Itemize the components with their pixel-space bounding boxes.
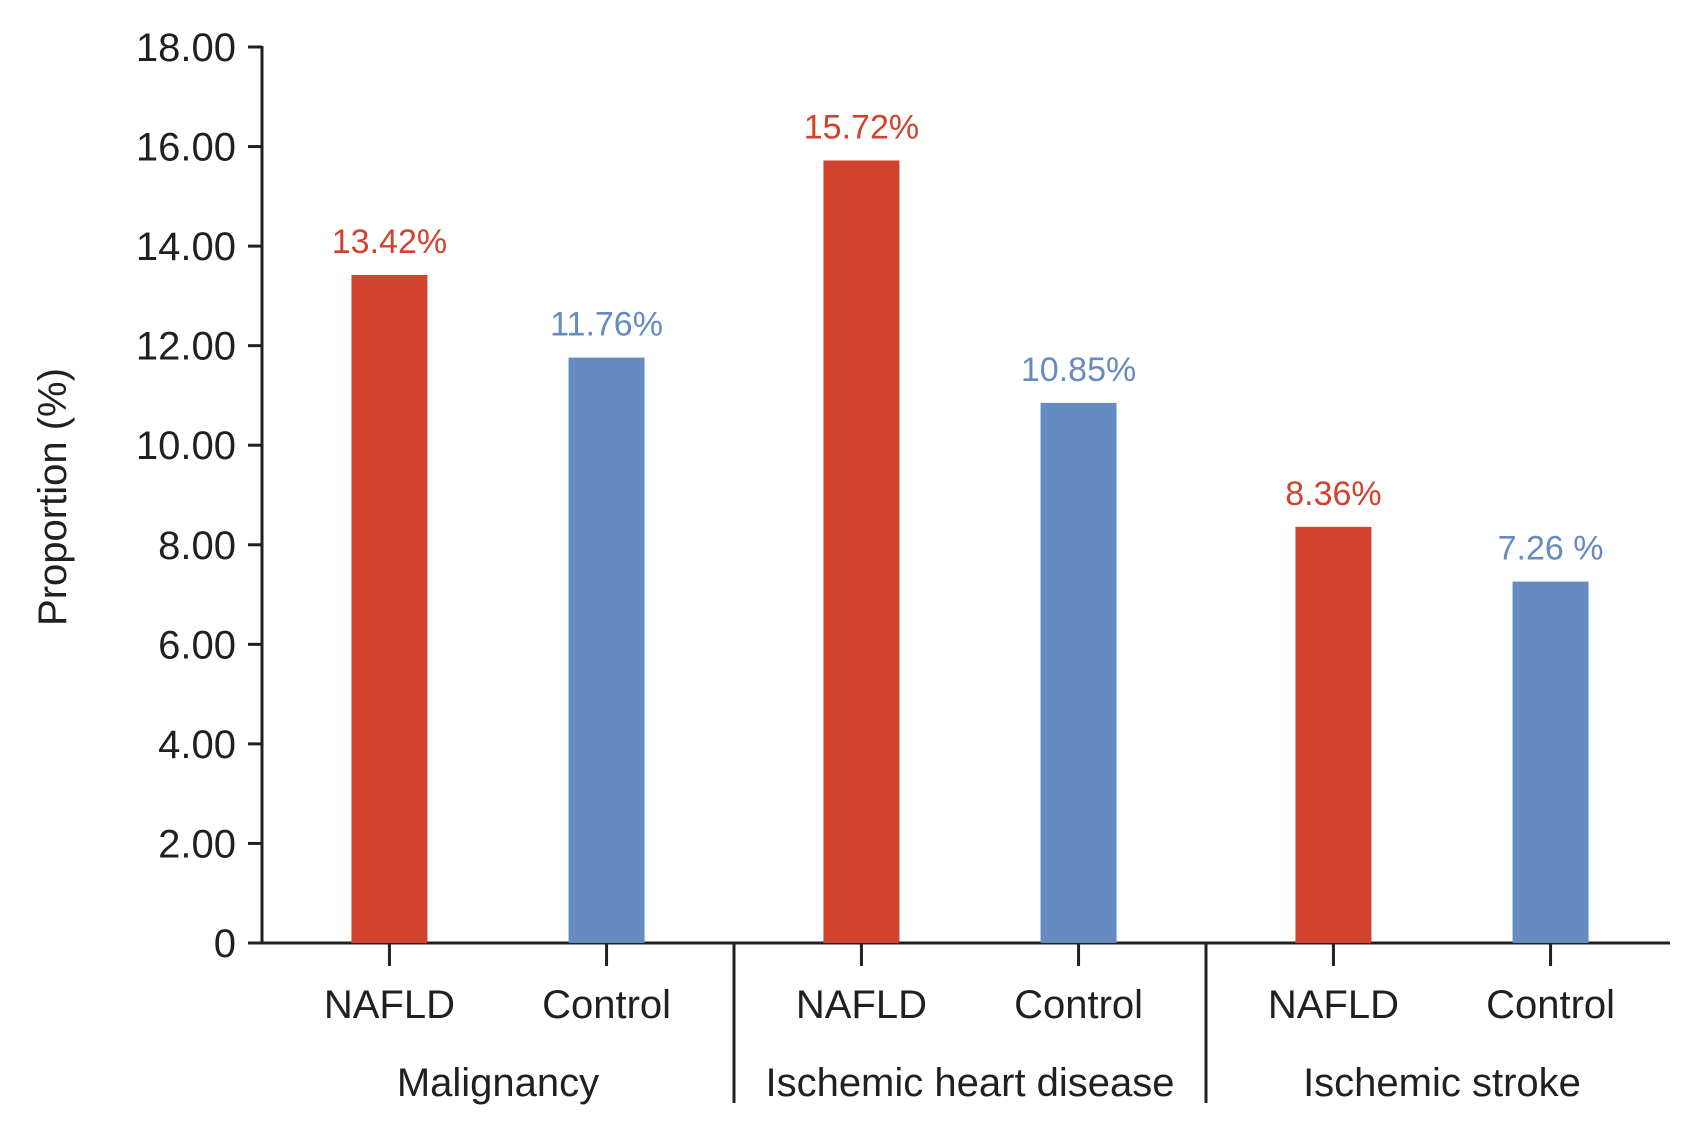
- bar: [568, 357, 645, 943]
- bar: [351, 274, 428, 944]
- bar: [1295, 526, 1372, 943]
- bar: [1512, 581, 1589, 943]
- y-tick-label: 0: [214, 922, 236, 966]
- data-label: 7.26 %: [1498, 530, 1604, 568]
- data-label: 10.85%: [1021, 351, 1136, 389]
- group-label: Ischemic heart disease: [765, 1061, 1174, 1105]
- x-category-label: Control: [1014, 983, 1143, 1027]
- y-tick-label: 2.00: [158, 822, 236, 866]
- x-category-label: Control: [1486, 983, 1615, 1027]
- data-label: 13.42%: [332, 223, 447, 261]
- y-tick-label: 14.00: [136, 225, 236, 269]
- x-category-label: NAFLD: [1268, 983, 1399, 1027]
- y-axis-label: Proportion (%): [31, 368, 75, 626]
- y-tick-label: 12.00: [136, 325, 236, 369]
- x-category-label: NAFLD: [324, 983, 455, 1027]
- y-tick-label: 4.00: [158, 723, 236, 767]
- y-tick-label: 16.00: [136, 126, 236, 170]
- group-label: Malignancy: [397, 1061, 599, 1105]
- y-tick-label: 18.00: [136, 26, 236, 70]
- x-category-label: NAFLD: [796, 983, 927, 1027]
- data-label: 8.36%: [1285, 475, 1381, 513]
- plot-area: 0 2.00 4.00 6.00 8.00 10.00 12.00 14.00 16.00 18.…: [136, 26, 1670, 1105]
- y-tick-label: 6.00: [158, 623, 236, 667]
- x-category-label: Control: [542, 983, 671, 1027]
- bar: [823, 160, 900, 943]
- data-label: 11.76%: [550, 306, 663, 344]
- y-tick-label: 8.00: [158, 524, 236, 568]
- y-tick-label: 10.00: [136, 424, 236, 468]
- data-label: 15.72%: [804, 108, 919, 146]
- bar: [1040, 402, 1117, 943]
- group-label: Ischemic stroke: [1303, 1061, 1581, 1105]
